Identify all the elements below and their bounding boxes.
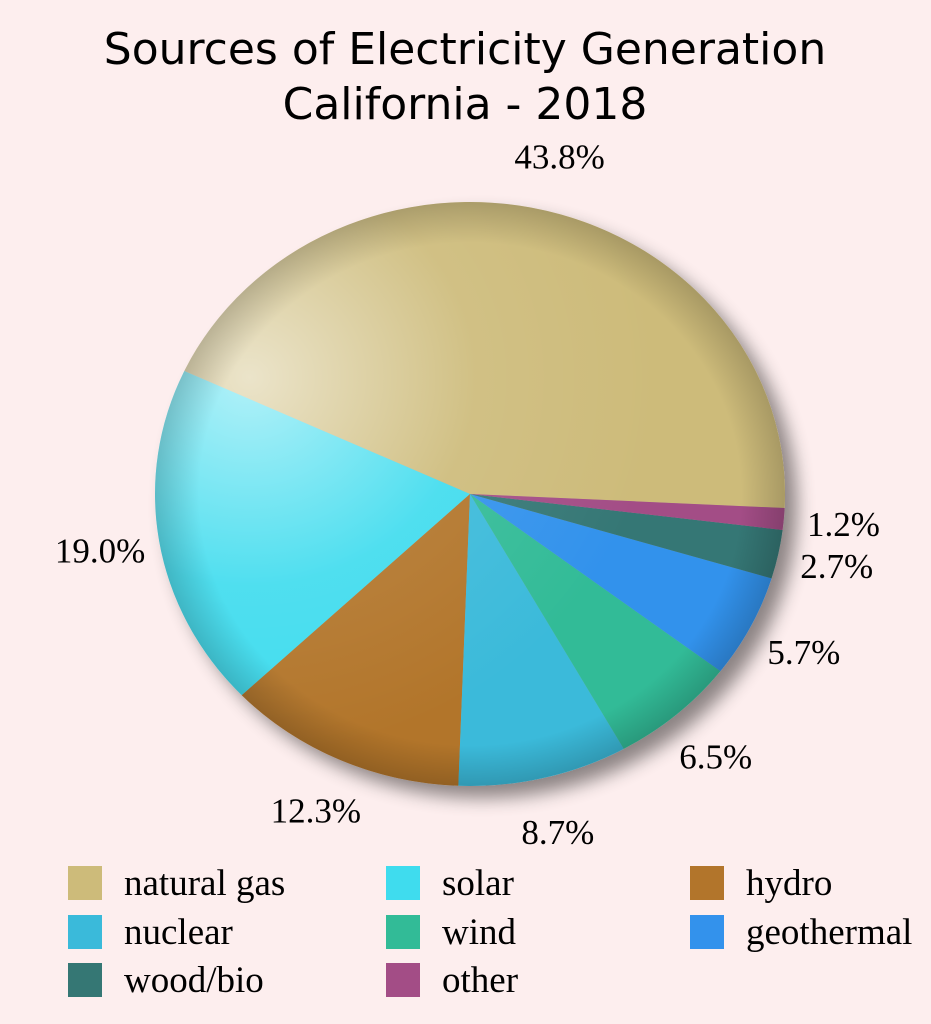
legend-label-wood-bio: wood/bio — [124, 960, 264, 1001]
percent-label-nuclear: 8.7% — [521, 813, 594, 852]
legend-swatch-wood-bio — [68, 963, 102, 997]
legend-label-natural-gas: natural gas — [124, 863, 285, 904]
legend-swatch-natural-gas — [68, 866, 102, 900]
percent-label-wind: 6.5% — [679, 737, 752, 776]
percent-label-natural-gas: 43.8% — [514, 138, 604, 177]
percent-label-other: 1.2% — [807, 505, 880, 544]
percent-label-solar: 19.0% — [55, 531, 145, 570]
legend-label-solar: solar — [442, 863, 514, 904]
chart-title: Sources of Electricity Generation — [104, 24, 826, 75]
legend-label-wind: wind — [442, 912, 517, 953]
legend-label-nuclear: nuclear — [124, 912, 233, 953]
percent-label-wood-bio: 2.7% — [800, 547, 873, 586]
legend: natural gas nuclear wood/bio solar wind other… — [68, 863, 912, 1001]
pie-shading — [155, 202, 785, 786]
percent-label-geothermal: 5.7% — [767, 633, 840, 672]
chart-subtitle: California - 2018 — [283, 79, 648, 130]
legend-swatch-other — [386, 963, 420, 997]
percent-label-hydro: 12.3% — [271, 792, 361, 831]
legend-swatch-wind — [386, 915, 420, 949]
legend-swatch-hydro — [690, 866, 724, 900]
percent-labels: 43.8% 19.0% 12.3% 8.7% 6.5% 5.7% 2.7%1.2% — [55, 138, 880, 852]
legend-swatch-nuclear — [68, 915, 102, 949]
legend-swatch-solar — [386, 866, 420, 900]
pie-edge-shade — [155, 202, 785, 786]
legend-label-hydro: hydro — [746, 863, 832, 904]
legend-label-other: other — [442, 960, 518, 1001]
legend-label-geothermal: geothermal — [746, 912, 912, 953]
legend-swatch-geothermal — [690, 915, 724, 949]
